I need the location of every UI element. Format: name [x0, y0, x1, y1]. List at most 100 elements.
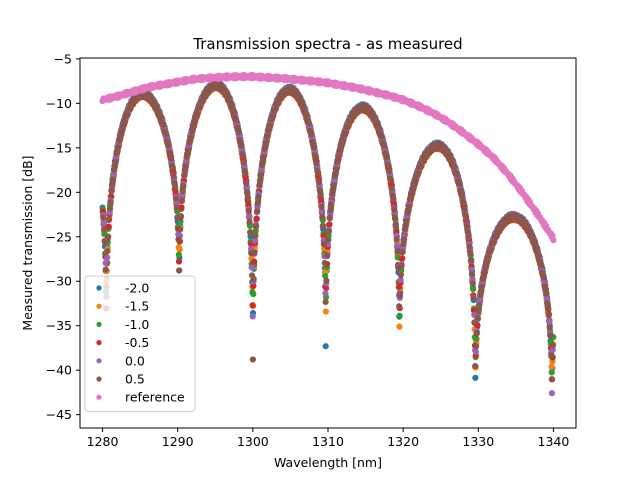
data-point	[407, 196, 414, 203]
y-tick-label: −10	[46, 96, 72, 111]
data-point	[250, 282, 257, 290]
data-point	[465, 232, 472, 239]
data-point	[194, 111, 201, 118]
data-point	[155, 107, 162, 114]
data-point	[249, 302, 256, 309]
legend-marker	[96, 358, 102, 364]
legend-label: -0.5	[125, 335, 149, 350]
data-point	[385, 162, 392, 169]
data-point	[533, 243, 540, 251]
data-point	[191, 119, 199, 126]
data-point	[320, 232, 327, 240]
x-axis: 1280 1290 1300 1310 1320 1330 1340	[87, 428, 570, 449]
data-point	[165, 142, 172, 149]
data-point	[100, 214, 107, 221]
data-point	[399, 248, 406, 255]
data-point	[396, 292, 404, 299]
data-point	[545, 312, 552, 319]
data-point	[467, 256, 475, 264]
legend-box	[84, 275, 196, 412]
data-point	[470, 285, 477, 292]
data-point	[252, 232, 259, 239]
data-point	[267, 122, 274, 130]
data-point	[245, 207, 252, 215]
data-point	[546, 318, 553, 325]
legend-label: 0.5	[125, 372, 145, 387]
data-point	[253, 208, 261, 215]
data-point	[322, 272, 329, 280]
data-point	[396, 323, 403, 330]
data-point	[535, 252, 542, 259]
data-point	[376, 125, 383, 132]
data-point	[319, 213, 326, 220]
data-point	[469, 280, 476, 287]
data-point	[189, 128, 196, 135]
data-point	[305, 120, 313, 127]
data-point	[242, 170, 249, 177]
legend-label: -2.0	[125, 281, 149, 296]
data-point	[473, 335, 480, 342]
x-tick-label: 1300	[237, 434, 269, 449]
data-point	[177, 226, 184, 233]
data-point	[397, 276, 404, 284]
data-point	[325, 228, 332, 235]
x-tick-label: 1310	[312, 434, 344, 449]
y-axis: −45 −40 −35 −30 −25 −20 −15 −10 −5	[46, 51, 80, 422]
data-point	[322, 298, 329, 306]
data-point	[323, 285, 330, 292]
data-point	[472, 343, 480, 350]
data-point	[176, 246, 183, 253]
data-point	[394, 248, 401, 255]
x-tick-label: 1340	[538, 434, 570, 449]
data-point	[187, 134, 194, 141]
data-point	[401, 236, 408, 243]
series-reference	[99, 71, 557, 244]
data-point	[548, 352, 555, 359]
data-point	[548, 390, 556, 397]
data-point	[460, 199, 467, 206]
data-point	[107, 199, 114, 206]
data-point	[480, 275, 487, 282]
data-point	[330, 182, 337, 189]
data-point	[544, 303, 552, 310]
data-point	[264, 133, 271, 140]
data-point	[175, 251, 182, 258]
data-point	[387, 177, 394, 184]
data-point	[252, 237, 259, 244]
data-point	[546, 324, 553, 331]
y-tick-label: −15	[46, 140, 72, 155]
data-point	[313, 159, 320, 166]
data-point	[104, 254, 111, 261]
data-point	[259, 159, 266, 166]
data-point	[272, 106, 279, 113]
data-point	[538, 262, 545, 269]
data-point	[260, 154, 267, 161]
data-point	[383, 154, 390, 161]
data-point	[322, 290, 329, 297]
data-point	[322, 343, 329, 350]
series-0.5	[100, 80, 557, 383]
data-point	[543, 290, 550, 297]
data-point	[451, 163, 458, 170]
chart-title: Transmission spectra - as measured	[192, 35, 462, 53]
data-point	[179, 187, 186, 195]
y-tick-label: −5	[54, 51, 72, 66]
data-point	[412, 178, 419, 185]
data-point	[230, 107, 237, 115]
data-point	[172, 195, 180, 202]
data-point	[524, 222, 531, 229]
data-point	[324, 252, 331, 259]
data-point	[403, 218, 410, 225]
data-point	[256, 181, 263, 189]
data-point	[391, 214, 399, 221]
data-point	[170, 172, 177, 179]
data-point	[105, 223, 112, 230]
data-layer	[99, 71, 557, 397]
data-point	[490, 239, 497, 246]
data-point	[393, 236, 400, 243]
data-point	[244, 194, 251, 201]
legend-label: -1.0	[125, 317, 149, 332]
data-point	[458, 187, 465, 194]
data-point	[468, 271, 476, 278]
